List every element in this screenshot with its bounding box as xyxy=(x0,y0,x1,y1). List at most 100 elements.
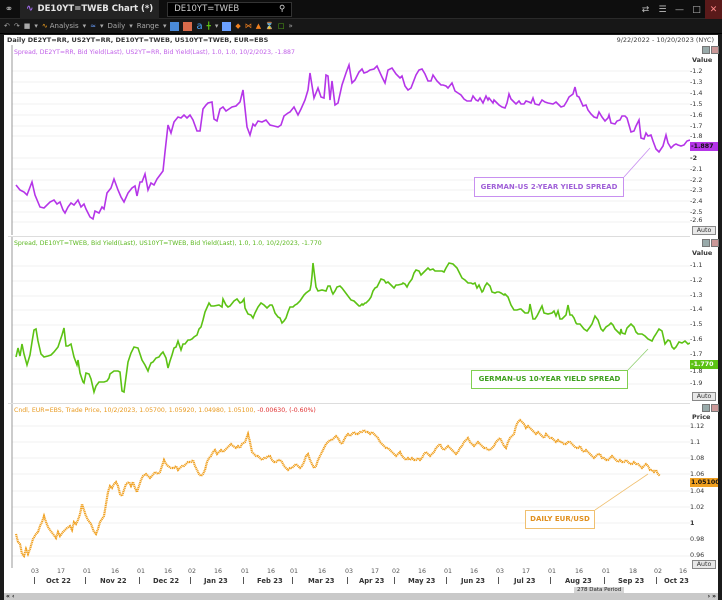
xtick-month: Feb 23 xyxy=(257,577,283,585)
ytick: -2.1 xyxy=(690,165,703,173)
ytick: -1.7 xyxy=(690,122,703,130)
menu-icon[interactable]: ☰ xyxy=(658,4,667,15)
month-separator xyxy=(446,577,447,584)
plot-10y-spread[interactable] xyxy=(8,237,690,403)
search-icon[interactable]: ⚲ xyxy=(278,4,286,14)
legend-2y-spread: Spread, DE2YT=RR, Bid Yield(Last), US2YT… xyxy=(14,49,295,56)
more-icon[interactable]: » xyxy=(288,22,293,30)
month-separator xyxy=(604,577,605,584)
ytick: -1.2 xyxy=(690,276,703,284)
title-bar: ⚭ ∿ DE10YT=TWEB Chart (*) DE10YT=TWEB ⚲ … xyxy=(0,0,722,19)
yaxis-title: Value xyxy=(692,56,713,64)
gridlines xyxy=(12,70,690,223)
data-period-label: 278 Data Period xyxy=(574,587,625,593)
ytick: 0.98 xyxy=(690,535,705,543)
legend-eurusd-change: -0.00630, (-0.60%) xyxy=(257,407,316,414)
month-separator xyxy=(292,577,293,584)
auto-scale-button[interactable]: Auto xyxy=(692,392,716,401)
legend-eurusd-text: Cndl, EUR=EBS, Trade Price, 10/2/2023, 1… xyxy=(14,407,256,414)
compare-icon[interactable] xyxy=(183,21,193,31)
ytick: -1.3 xyxy=(690,291,703,299)
annotation-icon[interactable]: a xyxy=(196,20,203,32)
close-panel-icon[interactable] xyxy=(711,239,719,247)
xtick-month: Aug 23 xyxy=(565,577,592,585)
last-value-badge: -1.770 xyxy=(690,360,718,369)
ytick: 1.1 xyxy=(690,438,701,446)
ric-search-input[interactable]: DE10YT=TWEB ⚲ xyxy=(167,1,293,17)
callout-10y-spread[interactable]: GERMAN-US 10-YEAR YIELD SPREAD xyxy=(471,370,628,389)
fit-icon[interactable]: ⋈ xyxy=(244,22,252,30)
interval-dropdown[interactable]: Daily xyxy=(108,22,126,30)
yaxis-eurusd[interactable]: Price 1.12 1.1 1.08 1.06 1.05100 1.04 1.… xyxy=(690,403,720,569)
minimize-button[interactable]: — xyxy=(675,4,684,15)
chevron-down-icon[interactable]: ▾ xyxy=(214,22,219,30)
chevron-down-icon[interactable]: ▾ xyxy=(82,22,87,30)
undo-icon[interactable]: ↶ xyxy=(4,22,10,30)
xtick-day: 16 xyxy=(111,568,120,575)
plot-eurusd[interactable] xyxy=(8,404,690,569)
link-icon[interactable]: ⚭ xyxy=(4,3,14,15)
ytick: -1.3 xyxy=(690,78,703,86)
xtick-day: 01 xyxy=(83,568,92,575)
xtick-day: 01 xyxy=(548,568,557,575)
crosshair-icon[interactable]: ╋ xyxy=(206,22,211,30)
hourglass-icon[interactable]: ⌛ xyxy=(265,22,274,30)
tree-icon[interactable]: ⇄ xyxy=(641,4,650,15)
ytick: -2.3 xyxy=(690,186,703,194)
chevron-down-icon[interactable]: ▾ xyxy=(129,22,133,30)
plot-2y-spread[interactable] xyxy=(8,45,690,235)
range-dropdown[interactable]: Range xyxy=(137,22,159,30)
chart-tab[interactable]: ∿ DE10YT=TWEB Chart (*) xyxy=(20,0,160,19)
redo-icon[interactable]: ↷ xyxy=(13,22,20,30)
maximize-button[interactable]: □ xyxy=(692,4,701,15)
auto-scale-button[interactable]: Auto xyxy=(692,560,716,569)
panel-10y-spread[interactable]: Spread, DE10YT=TWEB, Bid Yield(Last), US… xyxy=(8,236,690,403)
xtick-day: 16 xyxy=(267,568,276,575)
select-icon[interactable]: □ xyxy=(277,22,285,30)
line-chart-icon[interactable] xyxy=(170,21,180,31)
gridlines xyxy=(12,425,690,557)
restore-panel-icon[interactable] xyxy=(702,404,710,412)
restore-panel-icon[interactable] xyxy=(702,239,710,247)
close-panel-icon[interactable] xyxy=(711,404,719,412)
scroll-left-icon[interactable]: « ‹ xyxy=(6,593,15,600)
time-scrollbar[interactable]: « ‹ 278 Data Period › » xyxy=(4,587,718,600)
ytick: -2.5 xyxy=(690,208,703,216)
zoom-vertical-icon[interactable]: ▲ xyxy=(255,22,262,30)
chevron-down-icon[interactable]: ▾ xyxy=(34,22,38,30)
ric-input-value: DE10YT=TWEB xyxy=(174,4,240,14)
month-separator xyxy=(34,577,35,584)
panel-buttons xyxy=(702,404,719,412)
x-axis[interactable]: 03 17 01 16 01 16 02 16 01 16 01 16 03 1… xyxy=(8,568,690,593)
template-icon[interactable] xyxy=(222,21,232,31)
close-panel-icon[interactable] xyxy=(711,46,719,54)
month-separator xyxy=(656,577,657,584)
callout-2y-spread[interactable]: GERMAN-US 2-YEAR YIELD SPREAD xyxy=(474,177,624,197)
auto-scale-button[interactable]: Auto xyxy=(692,226,716,235)
callout-eurusd[interactable]: DAILY EUR/USD xyxy=(525,510,595,529)
close-button[interactable]: ✕ xyxy=(705,0,722,19)
chevron-down-icon[interactable]: ▾ xyxy=(100,22,104,30)
scroll-right-icon[interactable]: › » xyxy=(707,593,716,600)
date-range: 9/22/2022 - 10/20/2023 (NYC) xyxy=(616,36,714,44)
folder-icon[interactable]: ■ xyxy=(23,22,31,30)
xtick-month: Oct 23 xyxy=(664,577,689,585)
yaxis-10y-spread[interactable]: Value -1.1 -1.2 -1.3 -1.4 -1.5 -1.6 -1.7… xyxy=(690,236,719,402)
chart-type-icon[interactable]: ≈ xyxy=(90,22,96,30)
xtick-month: Mar 23 xyxy=(308,577,335,585)
chart-header-title: Daily DE2YT=RR, US2YT=RR, DE10YT=TWEB, U… xyxy=(7,36,269,44)
panel-eurusd[interactable]: Cndl, EUR=EBS, Trade Price, 10/2/2023, 1… xyxy=(8,403,690,569)
yaxis-2y-spread[interactable]: Value -1.2 -1.3 -1.4 -1.5 -1.6 -1.7 -1.8… xyxy=(690,45,719,235)
legend-10y-spread: Spread, DE10YT=TWEB, Bid Yield(Last), US… xyxy=(14,240,322,247)
analysis-button[interactable]: ∿ Analysis xyxy=(42,22,79,30)
zoom-horizontal-icon[interactable]: ◆ xyxy=(235,22,241,30)
xtick-month: Jul 23 xyxy=(514,577,536,585)
panel-2y-spread[interactable]: Spread, DE2YT=RR, Bid Yield(Last), US2YT… xyxy=(8,45,690,235)
xtick-day: 16 xyxy=(318,568,327,575)
xtick-month: Sep 23 xyxy=(618,577,645,585)
restore-panel-icon[interactable] xyxy=(702,46,710,54)
xtick-month: May 23 xyxy=(408,577,436,585)
xtick-month: Jun 23 xyxy=(461,577,486,585)
chevron-down-icon[interactable]: ▾ xyxy=(162,22,167,30)
interval-label: Daily xyxy=(107,22,126,30)
